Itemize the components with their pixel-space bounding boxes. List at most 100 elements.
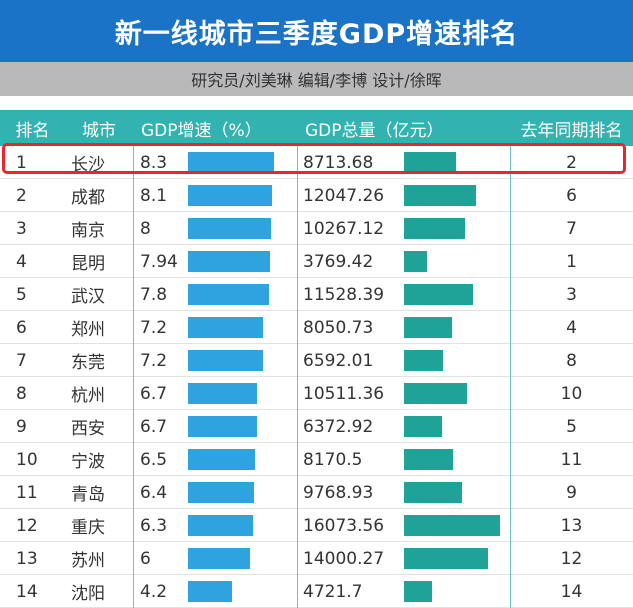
growth-value: 7.2 [140,350,168,371]
growth-bar [188,416,257,437]
rank-cell: 14 [16,581,38,602]
total-value: 10511.36 [303,383,385,404]
rank-cell: 4 [16,251,27,272]
last-year-rank-cell: 13 [560,515,583,536]
header-total: GDP总量（亿元） [297,110,510,146]
last-year-rank-cell: 14 [560,581,583,602]
growth-bar [188,515,253,536]
growth-value: 8.1 [140,185,168,206]
last-year-rank-cell: 7 [566,218,577,239]
total-value: 3769.42 [303,251,374,272]
city-cell: 苏州 [71,551,105,571]
rank-cell: 2 [16,185,27,206]
growth-value: 8.3 [140,152,168,173]
total-value: 8170.5 [303,449,363,470]
city-cell: 长沙 [71,155,105,175]
last-year-rank-cell: 6 [566,185,577,206]
rank-cell: 8 [16,383,27,404]
growth-bar [188,317,263,338]
total-bar [404,581,432,602]
gdp-ranking-table: 排名 城市 GDP增速（%） GDP总量（亿元） 去年同期排名 1 长沙 8.3 87… [0,110,633,608]
growth-value: 6 [140,548,151,569]
growth-value: 6.4 [140,482,168,503]
rank-cell: 11 [16,482,38,503]
growth-value: 6.5 [140,449,168,470]
growth-bar [188,152,274,173]
rank-cell: 5 [16,284,27,305]
header-last-year-rank: 去年同期排名 [510,110,633,146]
rank-cell: 3 [16,218,27,239]
credit-line: 研究员/刘美琳 编辑/李博 设计/徐晖 [0,62,633,96]
growth-bar [188,581,232,602]
last-year-rank-cell: 2 [566,152,577,173]
growth-bar [188,218,271,239]
rank-cell: 9 [16,416,27,437]
rank-cell: 1 [16,152,27,173]
total-bar [404,218,465,239]
rank-cell: 10 [16,449,38,470]
last-year-rank-cell: 10 [560,383,583,404]
growth-bar [188,482,254,503]
growth-bar [188,449,255,470]
city-cell: 杭州 [71,386,105,406]
growth-value: 8 [140,218,151,239]
rank-cell: 6 [16,317,27,338]
growth-bar [188,548,250,569]
growth-value: 6.3 [140,515,168,536]
growth-value: 7.94 [140,251,178,272]
city-cell: 昆明 [71,254,105,274]
header-growth: GDP增速（%） [133,110,297,146]
row-divider [0,475,633,476]
city-cell: 东莞 [71,353,105,373]
total-bar [404,383,467,404]
row-divider [0,574,633,575]
total-bar [404,449,453,470]
total-bar [404,284,473,305]
total-bar [404,548,488,569]
total-bar [404,185,476,206]
last-year-rank-cell: 1 [566,251,577,272]
city-cell: 西安 [71,419,105,439]
total-bar [404,515,500,536]
header-rank: 排名 [0,110,65,146]
total-value: 9768.93 [303,482,374,503]
row-divider [0,211,633,212]
city-cell: 武汉 [71,287,105,307]
row-divider [0,244,633,245]
total-bar [404,152,456,173]
growth-bar [188,251,270,272]
row-divider [0,343,633,344]
city-cell: 宁波 [71,452,105,472]
row-divider [0,310,633,311]
column-divider [297,146,298,608]
total-value: 4721.7 [303,581,363,602]
page-title: 新一线城市三季度GDP增速排名 [0,0,633,62]
growth-bar [188,350,263,371]
city-cell: 沈阳 [71,584,105,604]
row-divider [0,508,633,509]
total-bar [404,317,452,338]
total-value: 12047.26 [303,185,385,206]
total-bar [404,482,462,503]
editor-credit: 编辑/李博 [297,71,368,90]
rank-cell: 13 [16,548,38,569]
row-divider [0,277,633,278]
total-value: 8050.73 [303,317,374,338]
total-value: 11528.39 [303,284,385,305]
growth-value: 4.2 [140,581,168,602]
city-cell: 青岛 [71,485,105,505]
city-cell: 重庆 [71,518,105,538]
total-value: 16073.56 [303,515,385,536]
total-value: 14000.27 [303,548,385,569]
last-year-rank-cell: 3 [566,284,577,305]
last-year-rank-cell: 5 [566,416,577,437]
growth-bar [188,185,272,206]
city-cell: 郑州 [71,320,105,340]
growth-value: 7.8 [140,284,168,305]
column-divider [510,146,511,608]
city-cell: 成都 [71,188,105,208]
last-year-rank-cell: 4 [566,317,577,338]
last-year-rank-cell: 12 [560,548,583,569]
total-value: 10267.12 [303,218,385,239]
growth-bar [188,284,269,305]
